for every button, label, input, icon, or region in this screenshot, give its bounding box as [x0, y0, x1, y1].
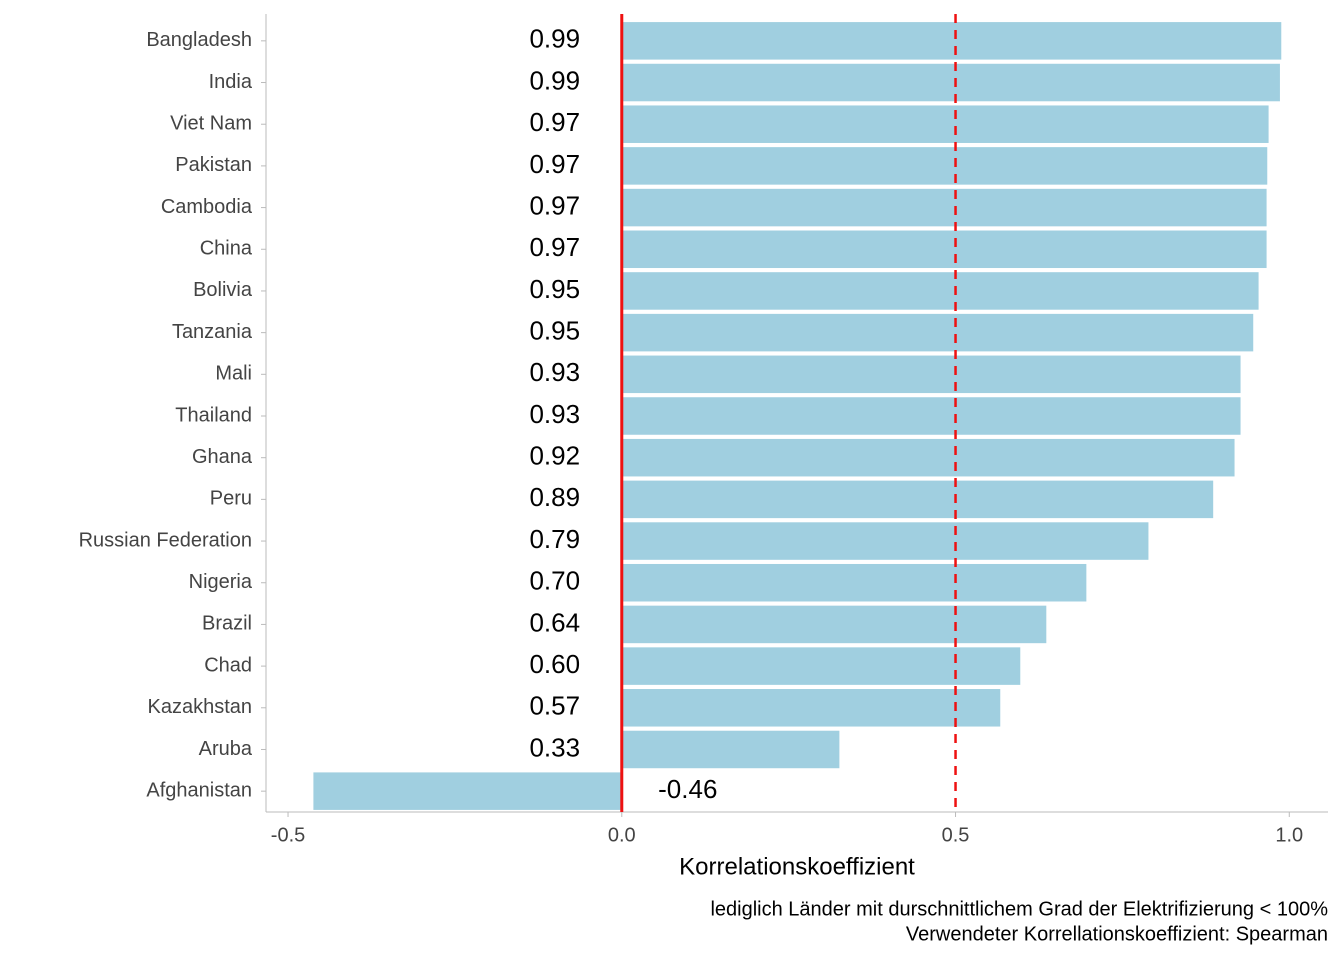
value-label: 0.60 [529, 649, 580, 679]
y-tick-label: Aruba [199, 738, 253, 760]
value-label: 0.33 [529, 732, 580, 762]
value-label: 0.70 [529, 566, 580, 596]
y-tick-label: Cambodia [161, 196, 253, 218]
bar [621, 522, 1149, 560]
value-label: 0.97 [529, 190, 580, 220]
bar [621, 313, 1254, 352]
value-label: 0.93 [529, 399, 580, 429]
bar [621, 438, 1235, 477]
y-tick-label: Pakistan [175, 154, 252, 176]
y-tick-label: Nigeria [189, 571, 253, 593]
y-tick-label: Afghanistan [146, 779, 252, 801]
value-label: 0.57 [529, 691, 580, 721]
y-tick-label: India [209, 71, 253, 93]
y-tick-label: Russian Federation [79, 529, 252, 551]
value-label: 0.97 [529, 107, 580, 137]
bar [621, 355, 1241, 394]
bar [621, 730, 840, 769]
y-tick-label: Thailand [175, 404, 252, 426]
value-label: 0.64 [529, 607, 580, 637]
bar [621, 105, 1269, 143]
value-label: 0.97 [529, 232, 580, 262]
value-label: 0.99 [529, 65, 580, 95]
bar [621, 230, 1267, 269]
y-tick-label: Mali [215, 363, 252, 385]
x-tick-label: 0.0 [608, 824, 636, 846]
value-label: 0.79 [529, 524, 580, 554]
bar [621, 22, 1282, 60]
bar [621, 605, 1047, 644]
y-tick-label: Chad [204, 654, 252, 676]
value-label: 0.89 [529, 482, 580, 512]
y-tick-label: China [200, 238, 253, 260]
bar [621, 147, 1268, 185]
value-label: 0.93 [529, 357, 580, 387]
y-tick-label: Kazakhstan [147, 696, 252, 718]
bar [621, 397, 1241, 435]
y-tick-label: Brazil [202, 613, 252, 635]
bar [313, 772, 622, 810]
bar [621, 63, 1280, 102]
value-label: 0.97 [529, 149, 580, 179]
value-label: 0.99 [529, 24, 580, 54]
y-tick-label: Tanzania [172, 321, 253, 343]
x-tick-label: 0.5 [942, 824, 970, 846]
value-label: 0.95 [529, 316, 580, 346]
caption: lediglich Länder mit durschnittlichem Gr… [710, 898, 1328, 920]
y-tick-label: Bolivia [193, 279, 253, 301]
value-label: 0.95 [529, 274, 580, 304]
caption: Verwendeter Korrellationskoeffizient: Sp… [906, 923, 1328, 945]
y-tick-label: Ghana [192, 446, 253, 468]
value-label: 0.92 [529, 441, 580, 471]
y-tick-label: Viet Nam [170, 112, 252, 134]
x-tick-label: -0.5 [271, 824, 305, 846]
x-axis-title: Korrelationskoeffizient [679, 853, 915, 880]
bar [621, 689, 1001, 727]
bar [621, 647, 1021, 685]
bar [621, 272, 1259, 310]
y-tick-label: Bangladesh [146, 29, 252, 51]
y-tick-label: Peru [210, 488, 252, 510]
bar [621, 563, 1087, 602]
bar [621, 480, 1214, 519]
bar [621, 188, 1267, 227]
value-label: -0.46 [658, 774, 717, 804]
x-tick-label: 1.0 [1275, 824, 1303, 846]
